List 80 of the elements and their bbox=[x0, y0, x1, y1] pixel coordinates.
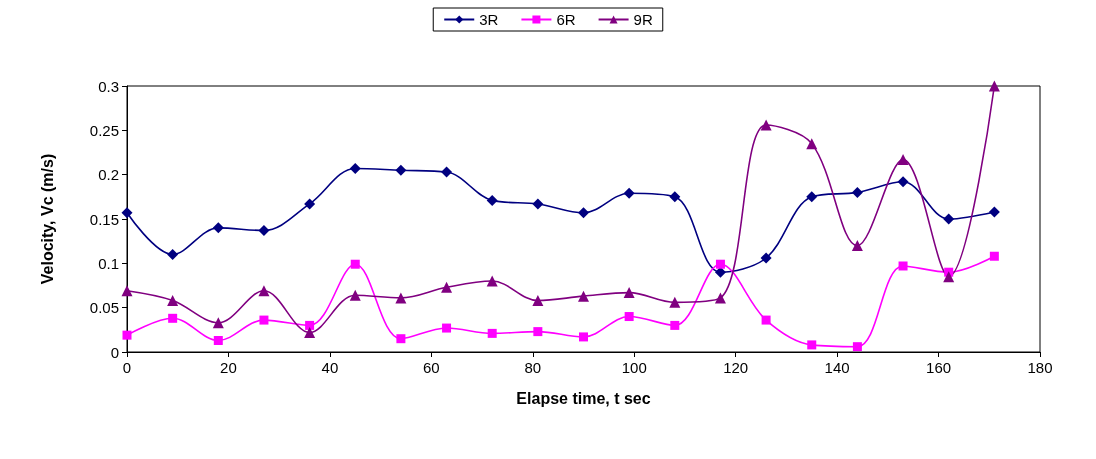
point bbox=[578, 290, 589, 302]
legend-label: 9R bbox=[633, 11, 653, 28]
point bbox=[989, 251, 999, 261]
point bbox=[988, 80, 1000, 92]
x-tick-label: 40 bbox=[321, 359, 339, 376]
point bbox=[486, 194, 498, 206]
point bbox=[212, 317, 224, 329]
y-tick-label: 0.1 bbox=[98, 254, 119, 272]
point bbox=[669, 191, 681, 203]
point bbox=[258, 225, 270, 237]
point bbox=[395, 292, 407, 304]
point bbox=[349, 162, 361, 174]
point bbox=[395, 164, 407, 176]
y-tick-label: 0.2 bbox=[98, 166, 119, 184]
point bbox=[487, 328, 497, 338]
point bbox=[304, 326, 316, 338]
point bbox=[943, 213, 955, 225]
point bbox=[305, 320, 315, 330]
point bbox=[714, 292, 726, 304]
point bbox=[304, 198, 316, 210]
y-tick-label: 0.05 bbox=[89, 299, 119, 317]
point bbox=[623, 187, 635, 199]
point bbox=[121, 285, 133, 297]
point bbox=[168, 313, 178, 323]
point bbox=[851, 186, 863, 198]
x-axis-title: Elapse time, t sec bbox=[516, 389, 651, 407]
point bbox=[441, 281, 453, 293]
point bbox=[760, 252, 772, 264]
point bbox=[533, 327, 543, 337]
point bbox=[851, 240, 863, 252]
point bbox=[624, 312, 634, 322]
y-tick-label: 0.15 bbox=[89, 210, 119, 228]
point bbox=[670, 320, 680, 330]
point bbox=[897, 176, 909, 188]
point bbox=[806, 191, 818, 203]
point bbox=[898, 261, 908, 271]
y-axis-title: Velocity, Vc (m/s) bbox=[38, 153, 56, 285]
legend-label: 6R bbox=[556, 11, 576, 28]
point bbox=[806, 138, 818, 150]
point bbox=[121, 207, 133, 219]
x-tick-label: 100 bbox=[621, 359, 647, 376]
point bbox=[122, 330, 132, 340]
point bbox=[167, 295, 179, 307]
point bbox=[441, 166, 453, 178]
x-tick-label: 80 bbox=[524, 359, 542, 376]
point bbox=[623, 287, 635, 299]
legend-label: 3R bbox=[479, 11, 499, 28]
x-tick-label: 160 bbox=[926, 359, 952, 376]
y-tick-label: 0.3 bbox=[98, 77, 119, 95]
point bbox=[943, 271, 955, 283]
x-tick-label: 180 bbox=[1027, 359, 1053, 376]
point bbox=[349, 289, 361, 301]
point bbox=[807, 340, 817, 350]
point bbox=[213, 335, 223, 345]
point bbox=[167, 248, 179, 260]
point bbox=[259, 315, 269, 325]
y-tick-label: 0 bbox=[110, 343, 119, 361]
point bbox=[350, 259, 360, 269]
y-tick-label: 0.25 bbox=[89, 121, 119, 139]
x-tick-label: 60 bbox=[422, 359, 440, 376]
point bbox=[897, 154, 909, 166]
point bbox=[578, 207, 589, 219]
point bbox=[212, 222, 224, 234]
point bbox=[258, 285, 270, 297]
x-tick-label: 20 bbox=[220, 359, 237, 376]
point bbox=[579, 332, 588, 342]
x-tick-label: 120 bbox=[723, 359, 749, 376]
x-tick-label: 0 bbox=[122, 359, 132, 376]
point bbox=[396, 334, 406, 344]
point bbox=[532, 198, 544, 210]
point bbox=[761, 315, 771, 325]
point bbox=[852, 342, 862, 352]
point bbox=[442, 323, 452, 333]
point bbox=[715, 259, 725, 269]
point bbox=[669, 296, 681, 308]
point bbox=[486, 275, 498, 287]
point bbox=[760, 119, 772, 131]
point bbox=[988, 206, 1000, 218]
x-tick-label: 140 bbox=[824, 359, 850, 376]
point bbox=[532, 295, 544, 307]
